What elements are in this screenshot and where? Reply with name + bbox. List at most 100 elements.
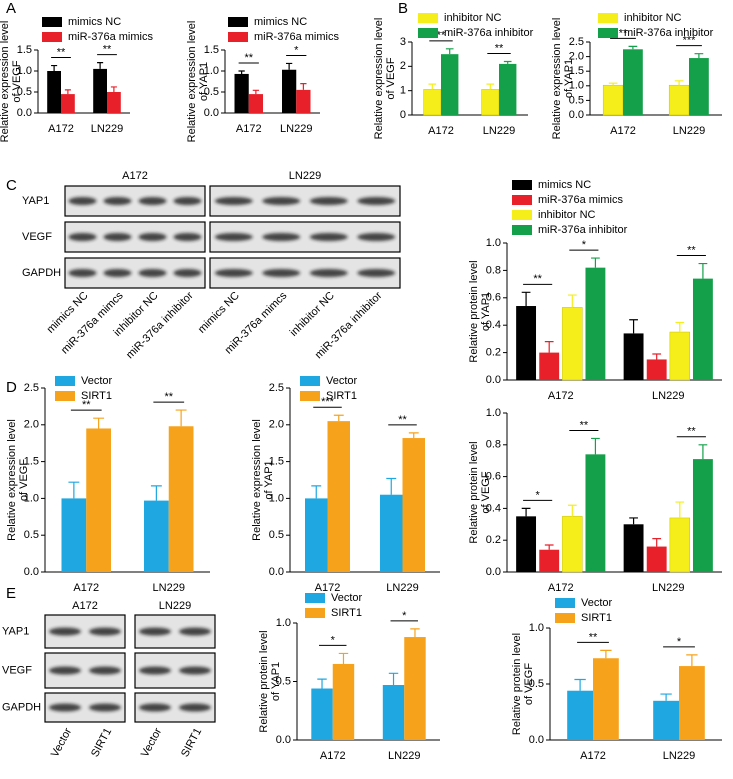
y-tick-label: 1.0 xyxy=(17,65,32,77)
y-tick-label: 0.6 xyxy=(486,292,501,304)
error-bar xyxy=(567,504,577,517)
y-tick-label: 0.5 xyxy=(276,675,291,687)
lane-label: Vector xyxy=(49,726,74,759)
bar xyxy=(168,426,194,572)
blot-band xyxy=(214,233,253,241)
y-tick-label: 0.2 xyxy=(486,347,501,359)
bar xyxy=(679,666,705,740)
y-tick-label: 1.0 xyxy=(269,492,284,504)
y-axis-label: Relative protein level xyxy=(511,633,523,735)
bar xyxy=(380,494,403,572)
error-bar xyxy=(93,417,105,429)
y-axis-label: of YAP1 xyxy=(263,460,275,499)
y-tick-label: 1.0 xyxy=(486,237,501,249)
sig-label: ** xyxy=(82,399,91,411)
bar xyxy=(516,516,537,572)
y-tick-label: 0.0 xyxy=(269,566,284,578)
y-tick-label: 0.0 xyxy=(17,107,32,119)
blot-band xyxy=(357,269,396,277)
bar xyxy=(499,63,517,115)
y-tick-label: 2.0 xyxy=(24,419,39,431)
legend-label: miR-376a inhibitor xyxy=(538,224,628,236)
y-tick-label: 1.5 xyxy=(569,65,584,77)
blot-band xyxy=(103,233,132,241)
blot-band xyxy=(139,666,171,675)
legend-label: Vector xyxy=(331,592,363,604)
blot-band xyxy=(173,233,202,241)
blot-band xyxy=(173,269,202,277)
sig-label: ** xyxy=(437,30,446,42)
lane-label: Vector xyxy=(139,726,164,759)
row-label: GAPDH xyxy=(22,267,61,279)
bar xyxy=(382,685,405,740)
blot-band xyxy=(139,627,171,636)
y-tick-label: 0.4 xyxy=(486,502,501,514)
x-tick-label: A172 xyxy=(236,123,262,135)
legend-label: inhibitor NC xyxy=(538,209,596,221)
legend-label: mimics NC xyxy=(538,179,591,191)
error-bar xyxy=(410,628,420,638)
error-bar xyxy=(629,517,638,525)
legend-swatch xyxy=(305,608,325,618)
error-bar xyxy=(544,544,554,550)
y-tick-label: 0.0 xyxy=(276,734,291,746)
error-bar xyxy=(652,538,662,547)
x-tick-label: A172 xyxy=(73,582,99,594)
y-axis-label: of YAP1 xyxy=(270,662,282,701)
y-tick-label: 3 xyxy=(400,36,406,48)
y-tick-label: 0.5 xyxy=(569,94,584,106)
error-bar xyxy=(252,89,260,95)
bar xyxy=(402,438,425,572)
y-tick-label: 0.0 xyxy=(529,734,544,746)
y-tick-label: 2.5 xyxy=(269,382,284,394)
x-tick-label: A172 xyxy=(548,390,574,402)
panel-letter: A xyxy=(6,0,16,17)
sig-label: * xyxy=(535,489,540,501)
blot-band xyxy=(262,197,301,205)
error-bar xyxy=(521,291,531,307)
error-bar xyxy=(608,82,618,86)
bar xyxy=(669,331,690,381)
y-axis-label: of VEGF xyxy=(480,471,492,513)
x-tick-label: LN229 xyxy=(280,123,312,135)
error-bar xyxy=(694,53,704,59)
sig-label: ** xyxy=(533,273,542,285)
error-bar xyxy=(600,649,612,659)
lane-label: SIRT1 xyxy=(179,726,204,759)
y-tick-label: 1.5 xyxy=(17,44,32,56)
bar xyxy=(441,54,459,115)
error-bar xyxy=(521,507,531,517)
error-bar xyxy=(64,89,71,95)
legend-label: mimics NC xyxy=(254,16,307,28)
bar xyxy=(623,49,643,115)
blot-band xyxy=(357,197,396,205)
error-bar xyxy=(333,414,344,422)
sig-label: * xyxy=(294,44,299,56)
y-tick-label: 2.5 xyxy=(24,382,39,394)
x-tick-label: A172 xyxy=(320,750,346,762)
y-axis-label: Relative protein level xyxy=(468,441,480,543)
sig-label: *** xyxy=(683,35,697,47)
x-tick-label: LN229 xyxy=(91,123,123,135)
x-tick-label: LN229 xyxy=(386,582,418,594)
y-tick-label: 0.5 xyxy=(269,529,284,541)
y-axis-label: of YAP1 xyxy=(480,292,492,331)
x-tick-label: A172 xyxy=(315,582,341,594)
bar xyxy=(585,454,606,572)
legend-label: mimics NC xyxy=(68,16,121,28)
bar xyxy=(61,94,75,113)
bar xyxy=(539,352,560,380)
error-bar xyxy=(660,693,672,701)
panel-letter: B xyxy=(398,0,408,17)
lane-label: mimics NC xyxy=(196,290,242,336)
legend-swatch xyxy=(55,376,75,386)
lane-label: inhibitor NC xyxy=(288,290,337,339)
blot-band xyxy=(49,666,81,675)
blot-band xyxy=(262,269,301,277)
panel-letter: E xyxy=(6,585,16,602)
bar xyxy=(248,94,263,113)
legend-swatch xyxy=(512,180,532,190)
bar xyxy=(669,517,690,573)
error-bar xyxy=(386,477,397,495)
